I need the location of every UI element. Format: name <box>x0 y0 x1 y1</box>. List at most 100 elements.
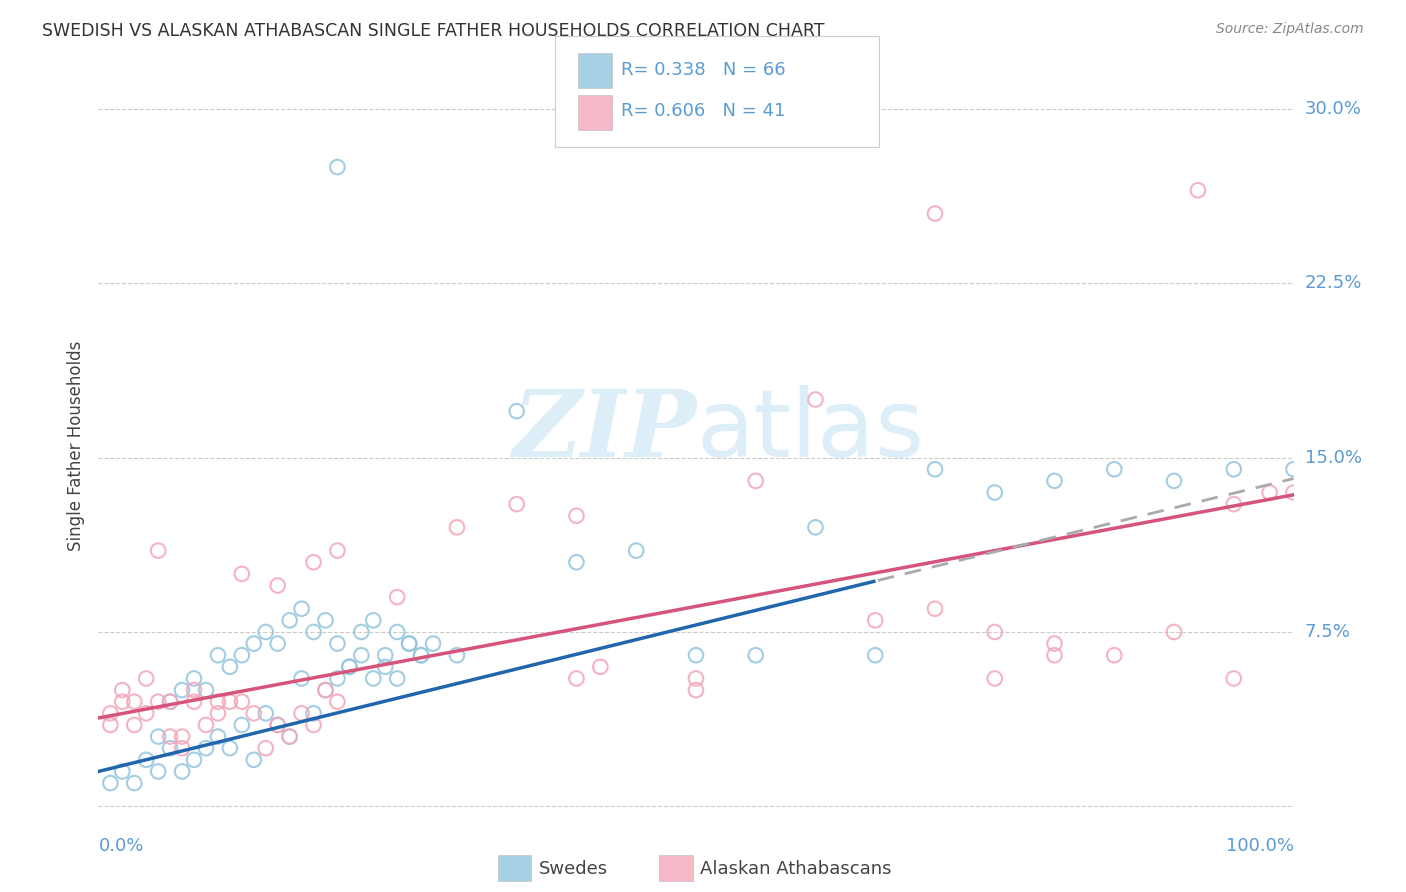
Point <box>326 160 349 174</box>
Point <box>183 683 205 698</box>
Text: Alaskan Athabascans: Alaskan Athabascans <box>700 860 891 878</box>
Text: SWEDISH VS ALASKAN ATHABASCAN SINGLE FATHER HOUSEHOLDS CORRELATION CHART: SWEDISH VS ALASKAN ATHABASCAN SINGLE FAT… <box>42 22 825 40</box>
Point <box>385 672 409 686</box>
Point <box>1282 462 1305 476</box>
Point <box>363 672 385 686</box>
Y-axis label: Single Father Households: Single Father Households <box>66 341 84 551</box>
Point <box>924 206 946 220</box>
Point <box>302 718 325 732</box>
Point <box>446 520 468 534</box>
Point <box>350 648 373 663</box>
Point <box>385 590 409 604</box>
Text: 30.0%: 30.0% <box>1305 100 1361 118</box>
Point <box>267 637 290 651</box>
Point <box>385 624 409 639</box>
Point <box>254 741 277 756</box>
Point <box>924 462 946 476</box>
Point <box>195 741 218 756</box>
Point <box>231 718 253 732</box>
Point <box>315 613 337 627</box>
Point <box>1223 672 1246 686</box>
Point <box>243 637 266 651</box>
Point <box>195 683 218 698</box>
Point <box>98 776 122 790</box>
Point <box>254 624 277 639</box>
Point <box>326 543 349 558</box>
Point <box>1163 474 1185 488</box>
Point <box>231 648 253 663</box>
Point <box>339 660 361 674</box>
Point <box>1043 474 1066 488</box>
Point <box>148 764 170 779</box>
Point <box>267 718 290 732</box>
Point <box>135 706 157 721</box>
Point <box>398 637 420 651</box>
Point <box>243 706 266 721</box>
Point <box>411 648 433 663</box>
Point <box>111 764 134 779</box>
Point <box>207 706 229 721</box>
Text: Swedes: Swedes <box>538 860 607 878</box>
Text: 15.0%: 15.0% <box>1305 449 1361 467</box>
Point <box>267 718 290 732</box>
Point <box>231 695 253 709</box>
Text: ZIP: ZIP <box>512 385 696 475</box>
Point <box>626 543 648 558</box>
Point <box>207 695 229 709</box>
Point <box>148 543 170 558</box>
Point <box>278 730 301 744</box>
Point <box>124 776 146 790</box>
Point <box>1043 648 1066 663</box>
Point <box>254 706 277 721</box>
Point <box>243 753 266 767</box>
Point <box>1104 648 1126 663</box>
Point <box>984 672 1007 686</box>
Point <box>589 660 612 674</box>
Point <box>267 578 290 592</box>
Point <box>172 683 194 698</box>
Point <box>422 637 444 651</box>
Text: Source: ZipAtlas.com: Source: ZipAtlas.com <box>1216 22 1364 37</box>
Point <box>1223 462 1246 476</box>
Point <box>326 672 349 686</box>
Point <box>339 660 361 674</box>
Point <box>302 555 325 569</box>
Point <box>207 730 229 744</box>
Point <box>111 683 134 698</box>
Text: 7.5%: 7.5% <box>1305 623 1351 641</box>
Point <box>506 497 529 511</box>
Point <box>183 672 205 686</box>
Point <box>363 613 385 627</box>
Point <box>326 695 349 709</box>
Point <box>135 753 157 767</box>
Point <box>291 706 314 721</box>
Point <box>350 624 373 639</box>
Point <box>219 741 242 756</box>
Point <box>804 520 827 534</box>
Point <box>565 508 588 523</box>
Point <box>984 624 1007 639</box>
Text: R= 0.606   N = 41: R= 0.606 N = 41 <box>621 103 786 120</box>
Point <box>685 648 707 663</box>
Point <box>685 683 707 698</box>
Point <box>159 695 181 709</box>
Point <box>148 730 170 744</box>
Point <box>302 624 325 639</box>
Point <box>685 672 707 686</box>
Point <box>1187 183 1209 197</box>
Point <box>159 695 181 709</box>
Point <box>231 566 253 581</box>
Point <box>148 695 170 709</box>
Point <box>745 474 768 488</box>
Text: 0.0%: 0.0% <box>98 837 143 855</box>
Point <box>135 672 157 686</box>
Point <box>446 648 468 663</box>
Point <box>124 718 146 732</box>
Point <box>291 672 314 686</box>
Point <box>1282 485 1305 500</box>
Point <box>326 637 349 651</box>
Point <box>374 648 396 663</box>
Point <box>195 718 218 732</box>
Point <box>1258 485 1281 500</box>
Point <box>172 741 194 756</box>
